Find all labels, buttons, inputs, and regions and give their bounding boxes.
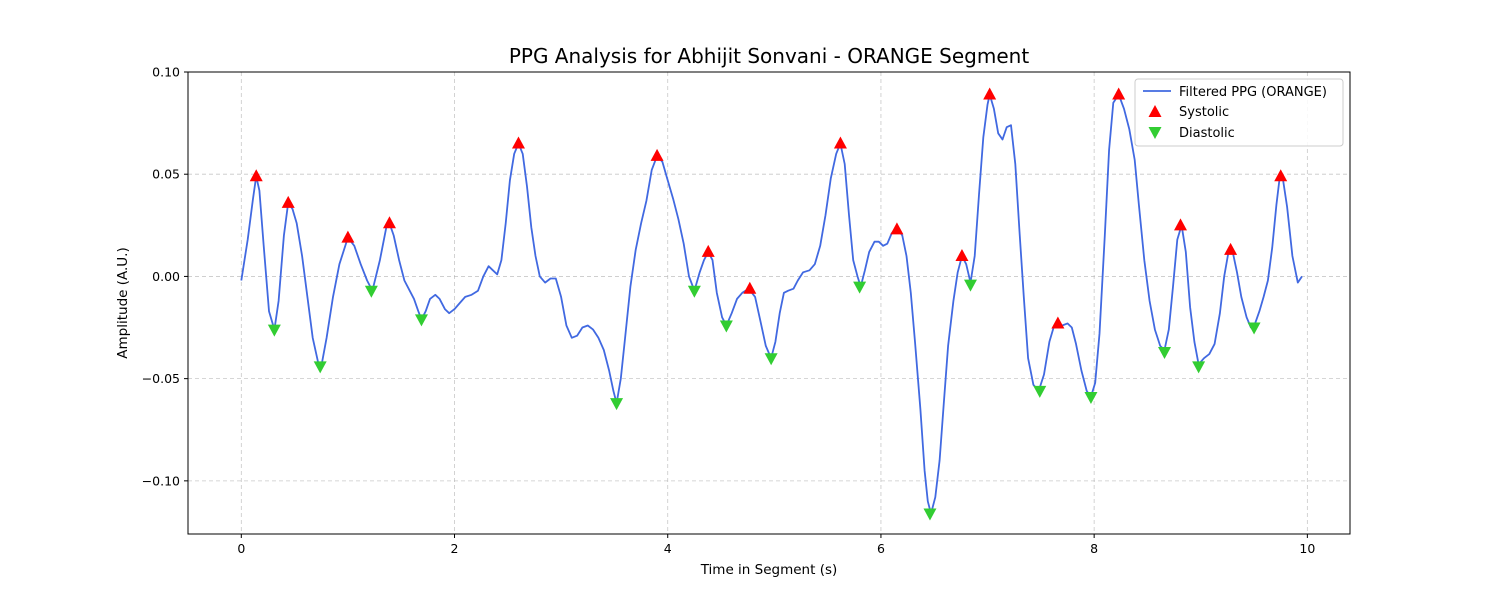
systolic-marker — [890, 222, 904, 235]
diastolic-marker — [719, 320, 733, 333]
chart-title: PPG Analysis for Abhijit Sonvani - ORANG… — [509, 44, 1030, 68]
legend-label-diastolic: Diastolic — [1179, 126, 1235, 141]
series-line-layer — [240, 93, 1303, 515]
diastolic-marker — [414, 314, 428, 327]
legend-systolic-marker — [1148, 105, 1162, 117]
ticks-layer: 0 2 4 6 8 10 −0.10 −0.05 0.00 0.05 0.10 — [142, 65, 1316, 557]
diastolic-marker — [1158, 347, 1172, 360]
diastolic-marker — [1247, 322, 1261, 335]
diastolic-marker — [610, 398, 624, 411]
x-tick-label: 10 — [1299, 541, 1315, 556]
diastolic-marker — [1084, 392, 1098, 405]
systolic-marker — [1051, 316, 1065, 329]
diastolic-marker — [313, 361, 327, 374]
x-axis-label: Time in Segment (s) — [700, 562, 838, 578]
filtered-ppg-line — [240, 93, 1303, 515]
x-tick-label: 0 — [237, 541, 245, 556]
y-tick-label: 0.05 — [152, 167, 180, 182]
legend-box — [1134, 78, 1344, 147]
diastolic-marker — [1192, 361, 1206, 374]
legend-label-filtered-ppg: Filtered PPG (ORANGE) — [1179, 85, 1327, 100]
systolic-marker — [743, 281, 757, 294]
systolic-marker — [650, 148, 664, 161]
x-tick-label: 4 — [664, 541, 672, 556]
diastolic-marker — [853, 281, 867, 294]
diastolic-marker — [764, 353, 778, 366]
plot-frame — [187, 71, 1351, 535]
systolic-marker — [983, 87, 997, 100]
legend-label-systolic: Systolic — [1179, 105, 1229, 120]
systolic-marker — [341, 230, 355, 243]
systolic-marker — [511, 136, 525, 149]
systolic-marker — [1274, 169, 1288, 182]
systolic-marker — [382, 216, 396, 229]
marker-layer — [249, 87, 1288, 521]
diastolic-marker — [267, 324, 281, 337]
y-tick-label: 0.00 — [152, 269, 180, 284]
x-tick-label: 2 — [451, 541, 459, 556]
y-tick-label: −0.10 — [142, 473, 180, 488]
x-tick-label: 8 — [1090, 541, 1098, 556]
y-tick-label: −0.05 — [142, 371, 180, 386]
systolic-marker — [1224, 242, 1238, 255]
diastolic-marker — [923, 508, 937, 521]
systolic-marker — [1173, 218, 1187, 231]
systolic-marker — [1112, 87, 1126, 100]
diastolic-marker — [364, 285, 378, 298]
systolic-marker — [955, 248, 969, 261]
x-tick-label: 6 — [877, 541, 885, 556]
diastolic-marker — [963, 279, 977, 292]
y-axis-label: Amplitude (A.U.) — [115, 247, 131, 358]
systolic-marker — [249, 169, 263, 182]
legend: Filtered PPG (ORANGE) Systolic Diastolic — [1134, 78, 1344, 147]
systolic-marker — [833, 136, 847, 149]
legend-diastolic-marker — [1148, 127, 1162, 139]
diastolic-marker — [687, 285, 701, 298]
systolic-marker — [281, 195, 295, 208]
y-tick-label: 0.10 — [152, 65, 180, 80]
diastolic-marker — [1033, 385, 1047, 398]
systolic-marker — [701, 244, 715, 257]
